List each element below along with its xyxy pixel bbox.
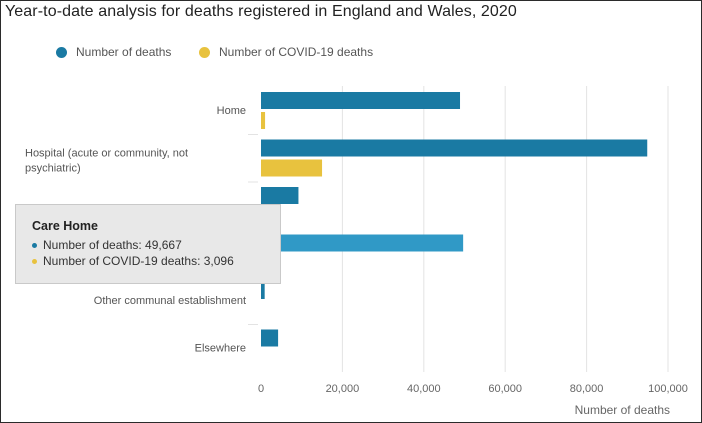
tooltip: Care Home Number of deaths: 49,667 Numbe… [15,204,281,284]
chart-title: Year-to-date analysis for deaths registe… [5,3,517,20]
tooltip-row-deaths: Number of deaths: 49,667 [32,237,280,253]
bar-deaths [261,139,648,157]
tooltip-deaths-value: Number of deaths: 49,667 [43,238,182,252]
bar-deaths [261,234,464,252]
tooltip-row-covid: Number of COVID-19 deaths: 3,096 [32,253,280,269]
tooltip-title: Care Home [32,219,98,233]
x-tick-label: 0 [258,383,264,395]
tooltip-covid-value: Number of COVID-19 deaths: 3,096 [43,254,234,268]
x-tick-label: 80,000 [570,383,604,395]
bar-deaths [261,282,265,299]
bar-covid [261,159,323,177]
x-tick-label: 60,000 [488,383,522,395]
legend-item-covid[interactable]: Number of COVID-19 deaths [199,45,373,59]
bar-deaths [261,92,461,109]
category-label-line: psychiatric) [25,163,81,175]
legend-label-deaths: Number of deaths [76,45,172,59]
category-label-line: Hospital (acute or community, not [25,148,188,160]
tooltip-marker-deaths [32,242,37,248]
legend-item-deaths[interactable]: Number of deaths [56,45,171,59]
x-tick-label: 40,000 [407,383,441,395]
category-label: Elsewhere [195,343,246,355]
legend-label-covid: Number of COVID-19 deaths [219,45,374,59]
x-tick-label: 100,000 [648,383,688,395]
bar-covid [261,112,266,129]
bar-deaths [261,329,279,347]
category-label: Home [217,105,246,117]
legend-marker-deaths [56,46,67,58]
category-label: Other communal establishment [94,295,246,307]
x-axis-title: Number of deaths [575,403,670,417]
tooltip-marker-covid [32,258,37,264]
bar-deaths [261,187,299,204]
legend-marker-covid [199,46,210,58]
x-tick-label: 20,000 [326,383,360,395]
